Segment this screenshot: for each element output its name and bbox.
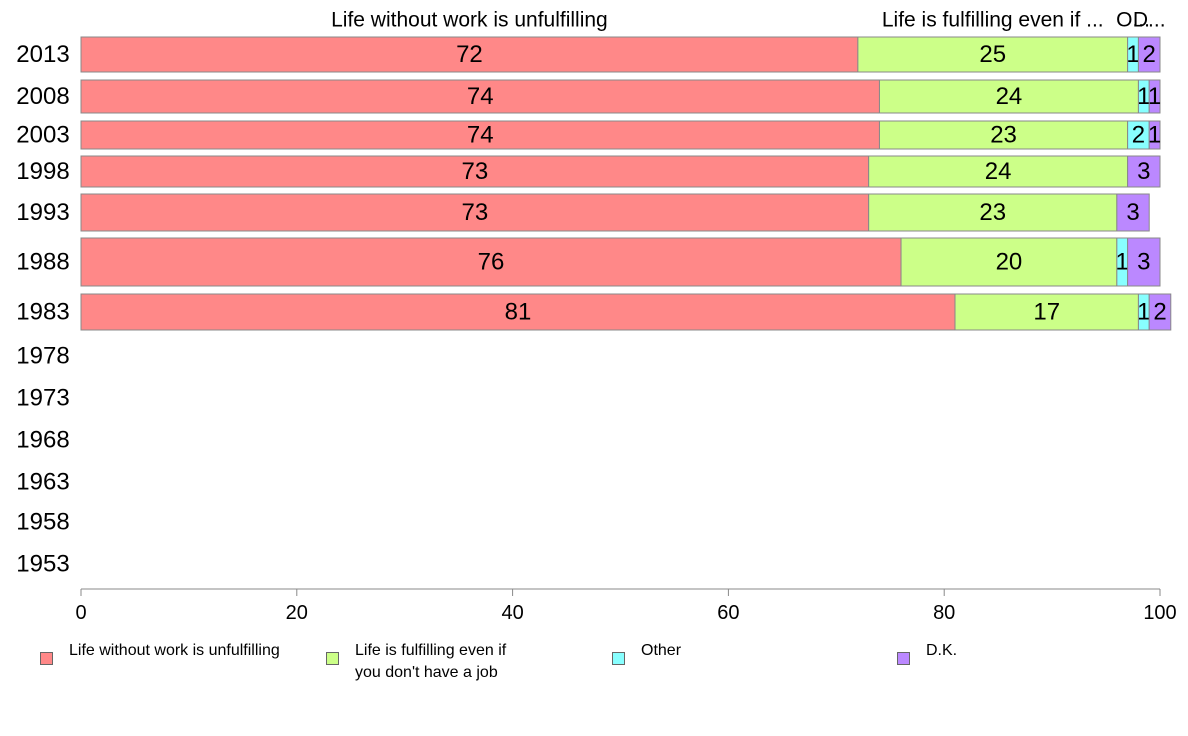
data-label: 1 (1137, 83, 1150, 110)
top-series-label: Life without work is unfulfilling (331, 9, 608, 32)
data-label: 24 (985, 158, 1012, 185)
data-label: 2 (1143, 41, 1156, 68)
legend-swatch (326, 652, 339, 665)
x-tick-label: 0 (75, 602, 86, 624)
data-label: 1 (1148, 83, 1161, 110)
data-label: 17 (1033, 299, 1060, 326)
bar-segment (1148, 120, 1161, 150)
bar-segment (954, 293, 1139, 331)
legend-label: Life without work is unfulfilling (69, 642, 280, 659)
bar-segment (80, 193, 870, 232)
bar-segment (80, 293, 956, 331)
data-label: 3 (1126, 199, 1139, 226)
legend-swatch (40, 652, 53, 665)
data-label: 20 (996, 249, 1023, 276)
data-label: 1 (1116, 249, 1129, 276)
category-label: 1993 (16, 199, 69, 226)
category-label: 1983 (16, 299, 69, 326)
bar-segment (80, 237, 902, 287)
bar-segment (1148, 79, 1161, 114)
bar-segment (857, 36, 1129, 73)
top-series-label: O... (1116, 9, 1150, 32)
bar-segment (80, 79, 880, 114)
data-label: 76 (478, 249, 505, 276)
top-series-label: Life is fulfilling even if ... (882, 9, 1104, 32)
bar-segment (878, 79, 1139, 114)
bar-segment (1137, 36, 1161, 73)
bar-segment (80, 36, 859, 73)
legend-item: D.K. (897, 640, 957, 665)
bar-segment (868, 155, 1129, 188)
data-label: 1 (1137, 299, 1150, 326)
category-label: 1988 (16, 249, 69, 276)
data-label: 3 (1137, 158, 1150, 185)
category-label: 1958 (16, 509, 69, 536)
bar-segment (1127, 237, 1161, 287)
legend-label: Other (641, 642, 682, 659)
bar-segment (1127, 155, 1161, 188)
data-label: 73 (461, 199, 488, 226)
legend-item: Life without work is unfulfilling (40, 640, 280, 665)
data-label: 72 (456, 41, 483, 68)
data-label: 25 (979, 41, 1006, 68)
legend-swatch (612, 652, 625, 665)
category-label: 1953 (16, 551, 69, 578)
data-label: 1 (1148, 122, 1161, 149)
data-label: 23 (979, 199, 1006, 226)
bar-segment (900, 237, 1118, 287)
legend: Life without work is unfulfilling Life i… (40, 640, 1160, 700)
legend-swatch (897, 652, 910, 665)
category-label: 1973 (16, 385, 69, 412)
top-series-label: D... (1133, 9, 1166, 32)
data-label: 3 (1137, 249, 1150, 276)
category-label: 2013 (16, 41, 69, 68)
category-label: 2008 (16, 83, 69, 110)
data-label: 73 (461, 158, 488, 185)
bar-segment (1148, 293, 1172, 331)
legend-item: Life is fulfilling even if you don't hav… (326, 640, 506, 684)
legend-item: Other (612, 640, 681, 665)
category-label: 1963 (16, 469, 69, 496)
data-label: 2 (1132, 122, 1145, 149)
x-tick-label: 20 (286, 602, 308, 624)
category-label: 1978 (16, 343, 69, 370)
category-label: 1968 (16, 427, 69, 454)
legend-label: Life is fulfilling even if you don't hav… (355, 642, 507, 681)
bar-segment (868, 193, 1118, 232)
bar-segment (80, 155, 870, 188)
legend-label: D.K. (926, 642, 958, 659)
data-label: 74 (467, 83, 494, 110)
data-label: 24 (996, 83, 1023, 110)
x-tick-label: 100 (1143, 602, 1176, 624)
data-label: 2 (1153, 299, 1166, 326)
x-tick-label: 40 (501, 602, 523, 624)
category-label: 2003 (16, 122, 69, 149)
x-tick-label: 80 (933, 602, 955, 624)
data-label: 81 (505, 299, 532, 326)
data-label: 23 (990, 122, 1017, 149)
data-label: 1 (1126, 41, 1139, 68)
bar-segment (1116, 193, 1150, 232)
data-label: 74 (467, 122, 494, 149)
x-tick-label: 60 (717, 602, 739, 624)
category-label: 1998 (16, 158, 69, 185)
